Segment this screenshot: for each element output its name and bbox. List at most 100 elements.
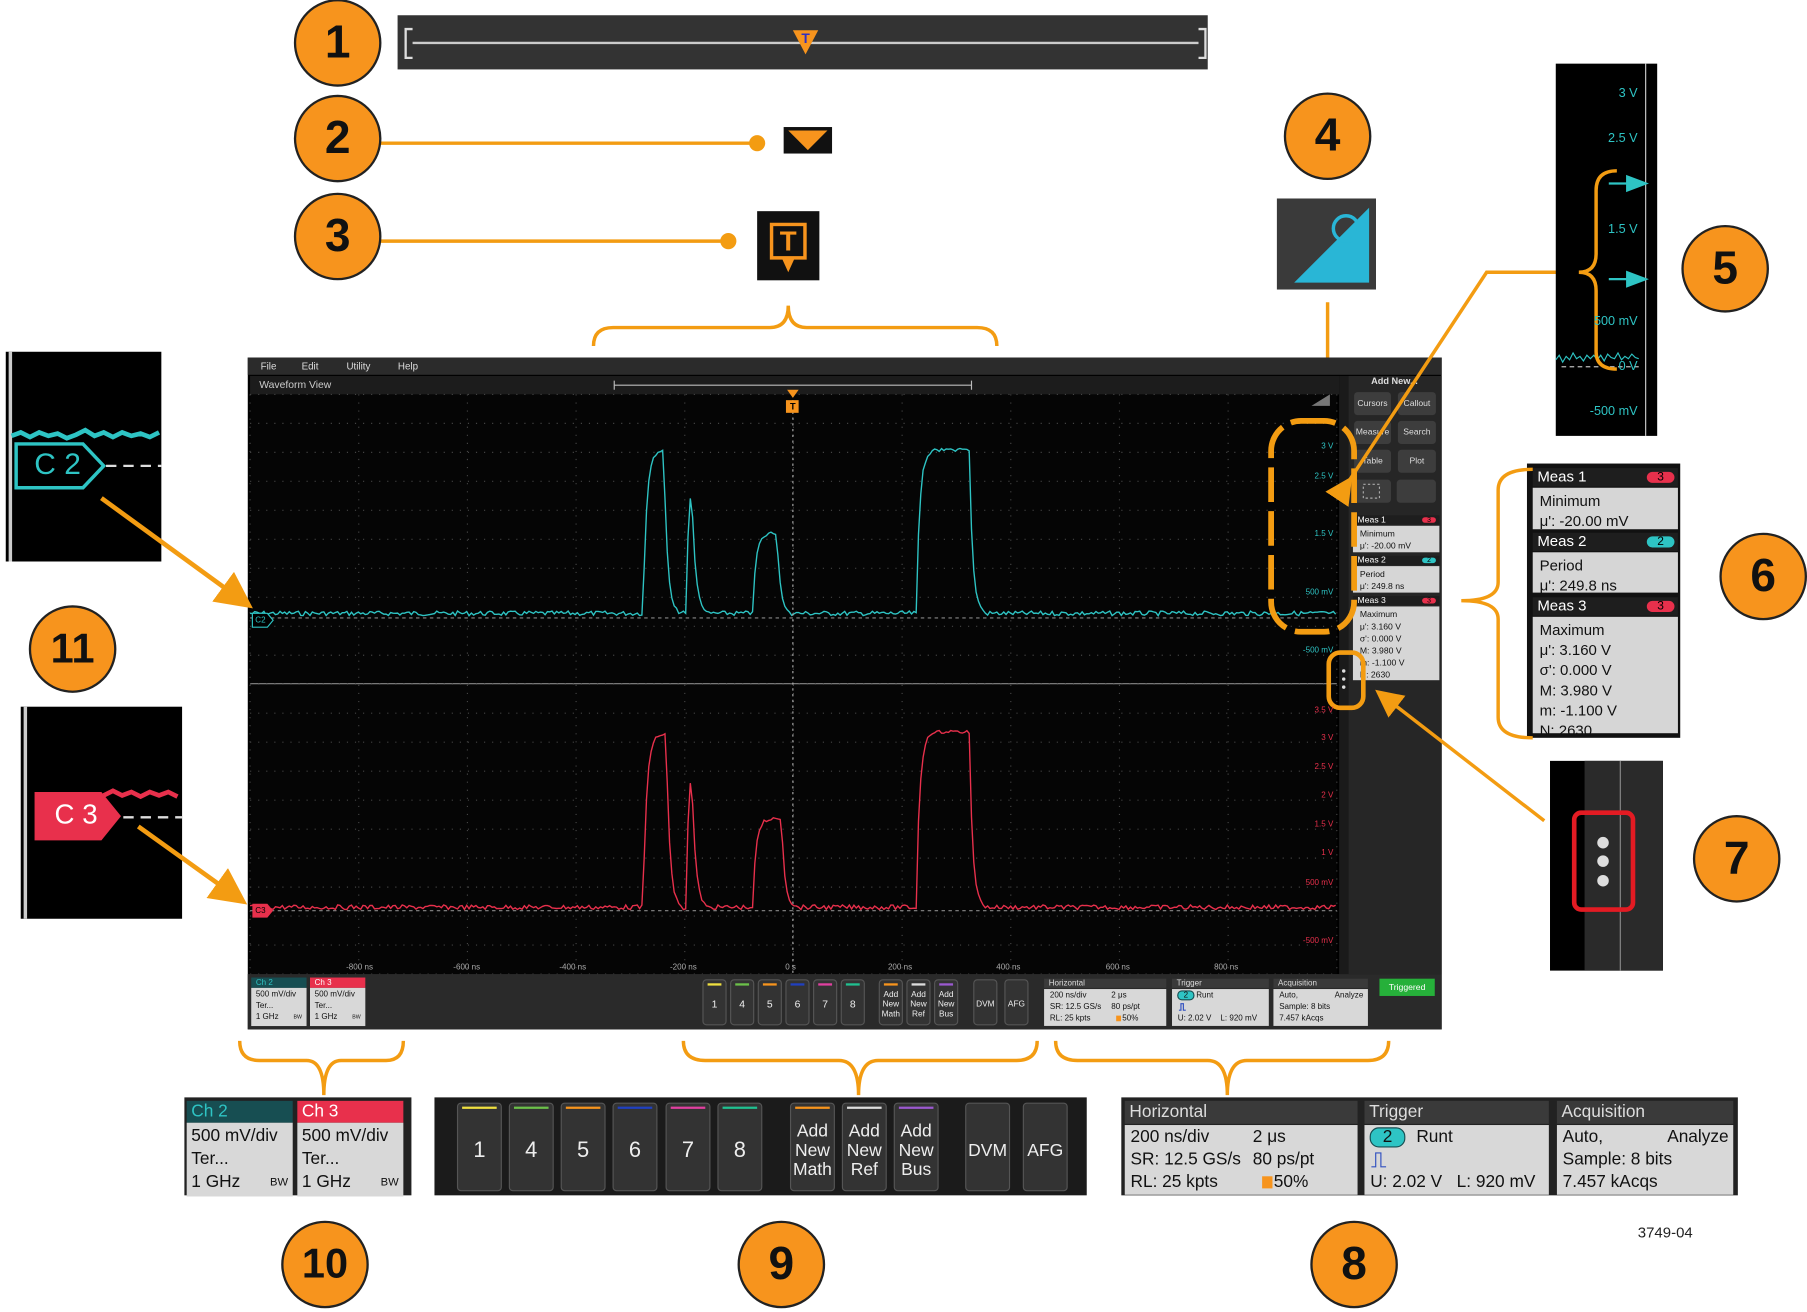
- panel: [757, 979, 782, 1026]
- side-button: Callout: [1403, 398, 1430, 408]
- channel-bandwidth: 1 GHz: [191, 1171, 240, 1191]
- runt-icon: [1371, 1152, 1387, 1168]
- channel-button: 8: [850, 999, 856, 1010]
- callout-number: 5: [1712, 241, 1738, 293]
- label: Analyze: [1335, 991, 1364, 1000]
- tool-button: DVM: [976, 999, 995, 1009]
- scale-label: 500 mV: [1594, 314, 1638, 328]
- runt-icon: [1178, 1003, 1186, 1011]
- add-button: Add: [901, 1121, 932, 1141]
- panel: [1262, 1176, 1273, 1189]
- panel: [813, 979, 838, 1026]
- callout-circle: [1283, 92, 1372, 181]
- panel: [1124, 1100, 1358, 1124]
- add-button: Add: [883, 989, 898, 999]
- figure-id: 3749-04: [1638, 1224, 1693, 1241]
- label: 50%: [1274, 1171, 1309, 1191]
- label: RL: 25 kpts: [1131, 1171, 1219, 1191]
- time-label: -800 ns: [346, 962, 373, 971]
- side-button: Search: [1403, 427, 1431, 437]
- label: 80 ps/pt: [1111, 1002, 1140, 1011]
- panel: [717, 1102, 763, 1192]
- panel: [1354, 392, 1391, 416]
- channel-bandwidth: 1 GHz: [256, 1012, 279, 1021]
- scale-label: 500 mV: [1306, 878, 1334, 887]
- label: 2: [1383, 1126, 1393, 1146]
- scale-label: -500 mV: [1303, 645, 1334, 654]
- label: Sample: 8 bits: [1563, 1148, 1673, 1168]
- side-title: Add New...: [1371, 376, 1418, 386]
- channel-button: 7: [822, 999, 828, 1010]
- channel-tag: C 2: [34, 448, 81, 481]
- meas-line: M: 3.980 V: [1540, 682, 1612, 699]
- panel: [1124, 1125, 1358, 1195]
- panel: [1532, 468, 1678, 487]
- channel-button: 6: [795, 999, 801, 1010]
- panel: [1532, 487, 1678, 530]
- meas-line: μ': 3.160 V: [1360, 621, 1401, 631]
- scale-label: 2 V: [1321, 791, 1334, 800]
- panel: [1556, 1125, 1734, 1195]
- panel: [730, 979, 755, 1026]
- label: 7.457 kAcqs: [1563, 1171, 1658, 1191]
- panel: [1354, 449, 1391, 473]
- panel: [893, 1102, 939, 1192]
- panel: [1273, 978, 1368, 988]
- label: Sample: 8 bits: [1279, 1002, 1330, 1011]
- status-title: Horizontal: [1129, 1101, 1207, 1121]
- menu-item: Utility: [346, 361, 370, 372]
- panel: [1532, 552, 1678, 593]
- meas-line: σ': 0.000 V: [1360, 633, 1402, 643]
- scale-label: 0 V: [1619, 359, 1639, 373]
- add-button: Add: [849, 1121, 880, 1141]
- callout-number: 8: [1341, 1237, 1367, 1289]
- meas-line: Maximum: [1360, 609, 1397, 619]
- side-button: Measure: [1356, 427, 1390, 437]
- add-button: New: [938, 999, 955, 1009]
- panel: [251, 987, 307, 1027]
- status-title: Horizontal: [1049, 978, 1085, 987]
- callout-number: 10: [302, 1240, 348, 1287]
- meas-line: σ': 0.000 V: [1540, 662, 1612, 679]
- label: 2 μs: [1253, 1126, 1286, 1146]
- meas-line: μ': -20.00 mV: [1360, 541, 1411, 551]
- channel-button: 5: [767, 999, 773, 1010]
- time-label: 200 ns: [888, 962, 912, 971]
- side-button: Cursors: [1357, 398, 1387, 408]
- meas-line: Period: [1360, 569, 1385, 579]
- panel: [508, 1102, 554, 1192]
- menu-item: File: [261, 361, 277, 372]
- panel: [1116, 1015, 1122, 1022]
- panel: [1044, 978, 1167, 988]
- callout-number: 3: [325, 209, 351, 261]
- scale-label: 2.5 V: [1315, 471, 1334, 480]
- panel: [612, 1102, 658, 1192]
- panel: [1532, 532, 1678, 552]
- panel: [1352, 525, 1440, 553]
- scale-label: 2.5 V: [1315, 762, 1334, 771]
- label: SR: 12.5 GS/s: [1131, 1148, 1242, 1168]
- menu-item: Help: [398, 361, 419, 372]
- callout-number: 7: [1724, 831, 1750, 883]
- scale-label: 1 V: [1321, 848, 1334, 857]
- panel: [186, 1122, 293, 1197]
- panel: [1004, 979, 1029, 1026]
- label: SR: 12.5 GS/s: [1050, 1002, 1101, 1011]
- callout-number: 1: [325, 15, 351, 67]
- scale-label: 3.5 V: [1315, 705, 1334, 714]
- meas-line: μ': 249.8 ns: [1360, 581, 1404, 591]
- channel-tag: C 3: [55, 798, 98, 829]
- time-label: 600 ns: [1106, 962, 1130, 971]
- panel: [1532, 616, 1678, 734]
- scale-label: 3 V: [1321, 733, 1334, 742]
- channel-scale: 500 mV/div: [256, 990, 296, 999]
- add-button: Math: [793, 1159, 832, 1179]
- bw-icon: BW: [293, 1014, 301, 1020]
- meas-badge: 2: [1657, 534, 1664, 548]
- panel: [310, 977, 366, 988]
- time-label: -400 ns: [559, 962, 586, 971]
- panel: [1646, 471, 1675, 483]
- channel-tag: C3: [255, 906, 266, 915]
- meas-line: μ': -20.00 mV: [1540, 513, 1629, 530]
- panel: [1397, 420, 1436, 444]
